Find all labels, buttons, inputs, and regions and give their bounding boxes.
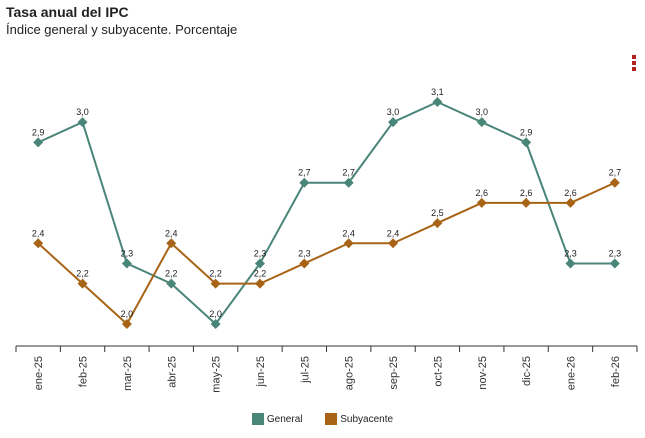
data-point-general[interactable] bbox=[121, 258, 132, 269]
x-tick-label: dic-25 bbox=[521, 356, 533, 386]
data-label-general: 2,9 bbox=[520, 127, 533, 137]
chart-subtitle: Índice general y subyacente. Porcentaje bbox=[6, 22, 238, 37]
data-point-subyacente[interactable] bbox=[77, 278, 88, 289]
data-label-subyacente: 2,6 bbox=[564, 188, 577, 198]
x-tick-label: jul-25 bbox=[299, 356, 311, 384]
data-label-general: 3,0 bbox=[475, 107, 488, 117]
line-chart: ene-25 feb-25 mar-25 abr-25 may-25 jun-25 jul-… bbox=[15, 87, 638, 393]
data-point-subyacente[interactable] bbox=[432, 218, 443, 229]
data-point-general[interactable] bbox=[521, 137, 532, 148]
data-point-general[interactable] bbox=[166, 278, 177, 289]
data-point-subyacente[interactable] bbox=[521, 197, 532, 208]
data-label-subyacente: 2,4 bbox=[32, 228, 45, 238]
data-point-general[interactable] bbox=[388, 117, 399, 128]
data-point-general[interactable] bbox=[609, 258, 620, 269]
x-tick-label: ene-25 bbox=[33, 356, 45, 390]
x-tick-label: oct-25 bbox=[432, 356, 444, 387]
legend-item-subyacente[interactable]: Subyacente bbox=[325, 413, 393, 425]
x-tick-label: feb-26 bbox=[610, 356, 622, 387]
data-label-general: 2,3 bbox=[564, 248, 577, 258]
series-line-general bbox=[37, 101, 615, 325]
data-point-subyacente[interactable] bbox=[609, 177, 620, 188]
data-label-general: 2,9 bbox=[32, 127, 45, 137]
data-label-subyacente: 2,2 bbox=[254, 269, 267, 279]
x-tick-label: jun-25 bbox=[255, 356, 267, 388]
data-label-subyacente: 2,4 bbox=[387, 228, 400, 238]
data-label-subyacente: 2,5 bbox=[431, 208, 444, 218]
x-tick-label: sep-25 bbox=[388, 356, 400, 390]
x-tick-label: abr-25 bbox=[166, 356, 178, 388]
vertical-dots-icon bbox=[632, 67, 636, 71]
data-label-subyacente: 2,2 bbox=[76, 269, 89, 279]
data-label-general: 2,3 bbox=[121, 248, 134, 258]
data-label-subyacente: 2,6 bbox=[475, 188, 488, 198]
data-point-subyacente[interactable] bbox=[210, 278, 221, 289]
data-point-general[interactable] bbox=[254, 258, 265, 269]
data-label-subyacente: 2,6 bbox=[520, 188, 533, 198]
data-label-general: 2,7 bbox=[342, 168, 355, 178]
data-point-subyacente[interactable] bbox=[343, 238, 354, 249]
data-point-subyacente[interactable] bbox=[166, 238, 177, 249]
x-tick-label: ene-26 bbox=[565, 356, 577, 390]
data-point-general[interactable] bbox=[299, 177, 310, 188]
data-point-subyacente[interactable] bbox=[121, 319, 132, 329]
x-tick-label: nov-25 bbox=[477, 356, 489, 390]
x-tick-label: may-25 bbox=[211, 356, 223, 393]
series-line-subyacente bbox=[37, 181, 616, 325]
legend-label-general: General bbox=[266, 413, 303, 425]
data-label-subyacente: 2,0 bbox=[121, 309, 134, 319]
data-label-subyacente: 2,3 bbox=[298, 248, 311, 258]
data-label-subyacente: 2,7 bbox=[609, 168, 622, 178]
data-point-general[interactable] bbox=[565, 258, 576, 269]
data-label-general: 2,3 bbox=[254, 248, 267, 258]
vertical-dots-icon bbox=[632, 61, 636, 65]
data-label-subyacente: 2,4 bbox=[165, 228, 178, 238]
data-label-general: 2,0 bbox=[209, 309, 222, 319]
x-tick-label: feb-25 bbox=[78, 356, 90, 387]
data-point-general[interactable] bbox=[476, 117, 487, 128]
legend-swatch-subyacente bbox=[325, 413, 338, 425]
data-label-general: 3,0 bbox=[76, 107, 89, 117]
data-label-general: 2,2 bbox=[165, 269, 178, 279]
data-point-subyacente[interactable] bbox=[33, 238, 44, 249]
x-tick-label: mar-25 bbox=[122, 356, 134, 391]
data-label-general: 2,3 bbox=[609, 248, 622, 258]
data-point-subyacente[interactable] bbox=[388, 238, 399, 249]
chart-menu-button[interactable] bbox=[627, 52, 641, 74]
data-point-subyacente[interactable] bbox=[299, 258, 310, 269]
data-label-general: 3,0 bbox=[387, 107, 400, 117]
data-label-subyacente: 2,4 bbox=[342, 228, 355, 238]
data-point-subyacente[interactable] bbox=[565, 197, 576, 208]
x-tick-label: ago-25 bbox=[344, 356, 356, 390]
data-label-general: 2,7 bbox=[298, 168, 311, 178]
data-point-general[interactable] bbox=[77, 117, 88, 128]
legend-swatch-general bbox=[251, 413, 264, 425]
legend-label-subyacente: Subyacente bbox=[340, 413, 394, 425]
data-point-subyacente[interactable] bbox=[254, 278, 265, 289]
vertical-dots-icon bbox=[632, 55, 636, 59]
data-point-general[interactable] bbox=[210, 319, 221, 329]
chart-legend: General Subyacente bbox=[0, 413, 645, 428]
data-point-general[interactable] bbox=[432, 97, 443, 107]
data-point-subyacente[interactable] bbox=[476, 197, 487, 208]
data-label-general: 3,1 bbox=[431, 87, 444, 97]
legend-item-general[interactable]: General bbox=[251, 413, 303, 425]
data-point-general[interactable] bbox=[33, 137, 44, 148]
data-point-general[interactable] bbox=[343, 177, 354, 188]
data-label-subyacente: 2,2 bbox=[209, 269, 222, 279]
chart-title: Tasa anual del IPC bbox=[6, 4, 129, 20]
